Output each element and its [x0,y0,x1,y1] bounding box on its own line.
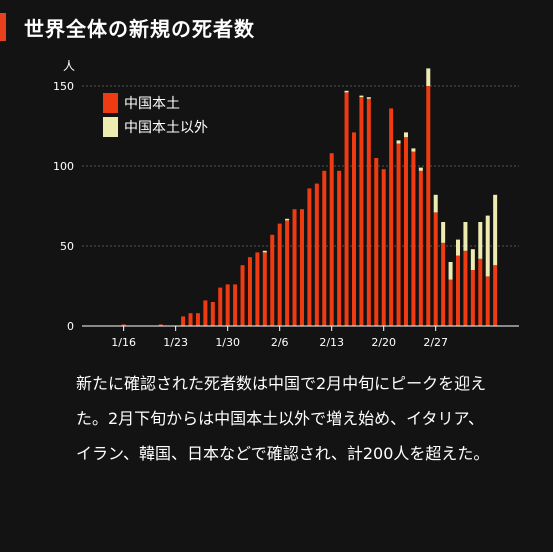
bar-outside [485,215,490,277]
bar-mainland [441,242,446,326]
y-tick-label: 100 [53,160,74,173]
bar-mainland [188,313,193,326]
bar-mainland [255,252,260,326]
y-tick-label: 50 [60,240,74,253]
bar-mainland [314,183,319,326]
bar-mainland [344,92,349,327]
bar-mainland [418,170,423,326]
bar-mainland [307,188,312,326]
bar-mainland [218,287,223,326]
bar-mainland [403,137,408,326]
legend-label-outside: 中国本土以外 [124,120,208,136]
bar-outside [344,90,349,93]
bar-mainland [195,313,200,326]
bar-outside [418,167,423,171]
bar-mainland [374,158,379,326]
bar-mainland [463,250,468,326]
bar-mainland [381,169,386,326]
bar-mainland [322,170,327,326]
x-tick-label: 2/20 [371,336,396,349]
bar-outside [396,140,401,144]
bar-mainland [292,209,297,326]
bar-mainland [329,153,334,326]
bar-mainland [121,324,126,326]
bar-mainland [448,279,453,326]
bar-mainland [493,265,498,326]
bar-mainland [359,97,364,326]
bar-mainland [396,143,401,326]
bar-mainland [203,300,208,326]
bar-mainland [247,257,252,326]
legend: 中国本土 中国本土以外 [103,93,208,137]
legend-swatch-mainland [103,93,118,113]
bar-mainland [485,276,490,326]
bar-mainland [411,151,416,326]
bar-outside [493,194,498,266]
bar-outside [366,97,371,99]
bar-outside [411,148,416,152]
bar-outside [441,222,446,243]
y-axis-unit-label: 人 [63,59,75,73]
bar-outside [478,222,483,259]
bar-mainland [270,234,275,326]
page-title: 世界全体の新規の死者数 [24,16,255,41]
bar-mainland [389,108,394,327]
x-tick-label: 2/6 [271,336,289,349]
legend-swatch-outside [103,117,118,137]
bar-outside [463,222,468,251]
bar-outside [262,250,267,253]
bar-outside [456,239,460,256]
bar-mainland [262,252,267,326]
bar-mainland [426,86,431,326]
legend-label-mainland: 中国本土 [124,96,180,112]
bar-mainland [337,170,342,326]
bar-mainland [158,324,163,326]
x-tick-label: 2/13 [319,336,344,349]
bar-mainland [366,98,371,326]
bar-mainland [233,284,238,326]
x-tick-label: 1/30 [215,336,240,349]
bars-layer [121,68,498,327]
bar-mainland [433,212,438,326]
bar-mainland [299,209,304,326]
bar-mainland [470,270,475,326]
x-tick-label: 1/23 [163,336,188,349]
grid-layer [82,85,519,247]
x-tick-labels: 1/16 1/23 1/30 2/6 2/13 2/20 2/27 [111,326,448,349]
chart-caption: 新たに確認された死者数は中国で2月中旬にピークを迎えた。2月下旬からは中国本土以… [76,374,490,463]
bar-mainland [478,258,483,326]
bar-mainland [225,284,230,326]
bar-outside [433,194,438,213]
y-tick-labels: 0 50 100 150 [53,80,74,333]
x-tick-label: 2/27 [423,336,448,349]
bar-mainland [210,302,215,326]
y-tick-label: 0 [67,320,74,333]
bar-outside [285,218,290,221]
bar-outside [403,132,408,138]
bar-mainland [277,223,282,326]
bar-outside [448,262,453,280]
bar-outside [359,95,364,98]
bar-mainland [351,132,356,326]
title-accent-bar [0,13,6,41]
y-tick-label: 150 [53,80,74,93]
bar-mainland [240,265,245,326]
bar-mainland [456,255,460,326]
x-tick-label: 1/16 [111,336,136,349]
bar-outside [470,249,475,270]
title-bar: 世界全体の新規の死者数 [0,12,255,42]
bar-mainland [285,220,290,326]
bar-outside [426,68,431,86]
bar-mainland [181,316,186,326]
